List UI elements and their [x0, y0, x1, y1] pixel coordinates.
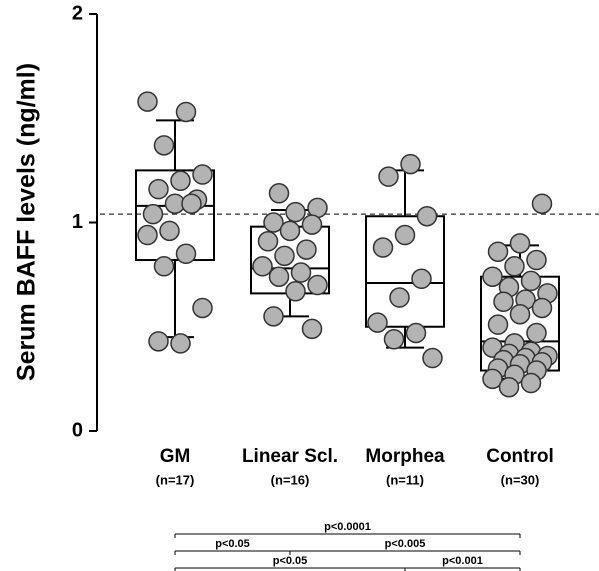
data-point	[405, 322, 427, 344]
data-point	[482, 368, 503, 390]
y-tick-label: 0	[72, 419, 83, 441]
x-tick-label: GM	[160, 446, 191, 467]
data-point	[268, 183, 290, 204]
data-point	[274, 245, 295, 267]
data-point	[526, 249, 547, 271]
data-point	[159, 220, 180, 242]
data-point	[192, 164, 213, 185]
data-point	[394, 224, 416, 246]
data-point	[509, 233, 531, 254]
data-point	[296, 239, 317, 260]
data-point	[520, 270, 542, 292]
data-point	[411, 268, 432, 290]
data-point	[509, 303, 531, 325]
p-value-label: p<0.005	[385, 538, 426, 550]
data-point	[531, 193, 553, 214]
data-point	[520, 372, 542, 394]
data-point	[137, 224, 158, 246]
data-point	[153, 256, 175, 277]
data-point	[498, 376, 520, 398]
p-value-label: p<0.05	[215, 538, 250, 550]
data-point	[400, 153, 421, 175]
data-point	[493, 291, 514, 312]
data-point	[153, 135, 175, 156]
data-point	[531, 297, 553, 319]
y-axis-title: Serum BAFF levels (ng/ml)	[13, 63, 41, 381]
box	[135, 169, 215, 262]
box	[365, 215, 445, 328]
data-point	[137, 91, 158, 112]
data-point	[422, 347, 443, 369]
data-point	[482, 266, 503, 287]
data-point	[170, 333, 191, 354]
data-point	[378, 166, 399, 187]
data-point	[367, 312, 388, 333]
data-point	[192, 297, 213, 319]
x-tick-label: Linear Scl.	[242, 446, 338, 467]
n-label: (n=17)	[156, 472, 195, 487]
data-point	[170, 170, 191, 192]
x-tick-label: Control	[486, 446, 554, 467]
y-tick-label: 2	[72, 2, 83, 24]
data-point	[504, 256, 525, 277]
data-point	[389, 287, 410, 308]
data-point	[487, 241, 509, 262]
data-point	[416, 205, 438, 227]
data-point	[285, 201, 306, 223]
data-point	[142, 203, 164, 225]
n-label: (n=16)	[271, 472, 310, 487]
p-value-label: p<0.0001	[324, 521, 371, 533]
data-point	[383, 329, 405, 350]
x-tick-label: Morphea	[365, 446, 445, 467]
data-point	[487, 314, 509, 335]
data-point	[268, 266, 290, 287]
data-point	[263, 212, 284, 233]
data-point	[252, 256, 273, 277]
n-label: (n=11)	[386, 472, 424, 487]
data-point	[290, 262, 312, 283]
p-value-label: p<0.05	[273, 555, 308, 567]
data-point	[263, 306, 284, 327]
data-point	[301, 318, 323, 340]
data-point	[301, 214, 323, 235]
data-point	[285, 281, 306, 302]
data-point	[307, 274, 328, 296]
data-point	[526, 322, 547, 344]
data-point	[372, 237, 394, 258]
data-point	[181, 193, 202, 214]
p-value-label: p<0.001	[442, 555, 483, 567]
data-point	[175, 243, 197, 265]
data-point	[148, 331, 169, 352]
n-label: (n=30)	[501, 472, 540, 487]
data-point	[175, 101, 197, 123]
data-point	[148, 178, 169, 200]
data-point	[279, 220, 301, 242]
y-tick-label: 1	[72, 211, 83, 233]
data-point	[257, 231, 279, 252]
